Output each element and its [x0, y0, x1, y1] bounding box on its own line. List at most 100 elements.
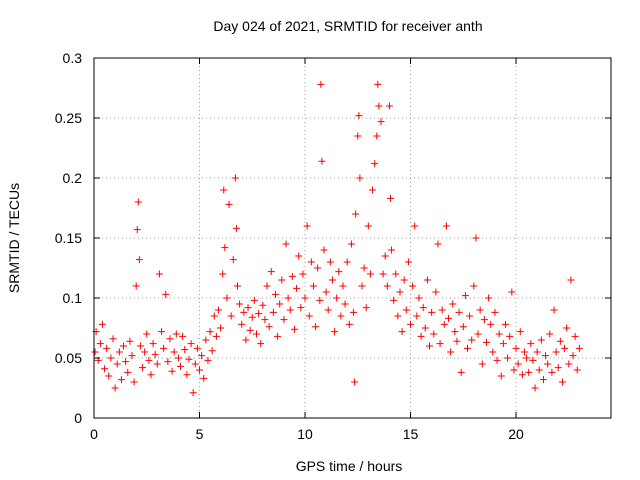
data-point: [318, 157, 326, 165]
data-point: [440, 320, 448, 328]
y-tick-label: 0.25: [55, 110, 82, 126]
data-point: [388, 246, 396, 254]
data-point: [419, 304, 427, 312]
data-point: [185, 355, 193, 363]
data-point: [352, 210, 360, 218]
data-point: [535, 366, 543, 374]
data-point: [309, 282, 317, 290]
data-point: [341, 300, 349, 308]
data-point: [316, 296, 324, 304]
data-point: [510, 366, 518, 374]
data-point: [411, 222, 419, 230]
data-point: [466, 312, 474, 320]
data-point: [177, 362, 185, 370]
data-point: [135, 256, 143, 264]
data-point: [147, 371, 155, 379]
data-point: [537, 336, 545, 344]
data-point: [544, 360, 552, 368]
data-point: [255, 310, 263, 318]
data-point: [358, 282, 366, 290]
data-point: [402, 306, 410, 314]
data-point: [198, 352, 206, 360]
data-point: [558, 378, 566, 386]
data-point: [491, 308, 499, 316]
data-point: [193, 344, 201, 352]
data-point: [187, 340, 195, 348]
data-point: [324, 306, 332, 314]
x-tick-label: 5: [196, 426, 204, 442]
data-point: [567, 276, 575, 284]
data-point: [109, 335, 117, 343]
data-point: [360, 264, 368, 272]
data-point: [248, 313, 256, 321]
y-tick-label: 0.15: [55, 230, 82, 246]
data-point: [575, 344, 583, 352]
data-point: [394, 312, 402, 320]
data-point: [337, 312, 345, 320]
data-point: [229, 256, 237, 264]
data-point: [96, 340, 104, 348]
data-point: [366, 270, 374, 278]
data-point: [172, 330, 180, 338]
data-point: [122, 358, 130, 366]
data-point: [556, 337, 564, 345]
data-point: [210, 312, 218, 320]
data-point: [550, 306, 558, 314]
data-point: [423, 276, 431, 284]
data-point: [274, 332, 282, 340]
y-axis-label: SRMTID / TECUs: [6, 183, 22, 293]
data-point: [130, 378, 138, 386]
data-point: [445, 314, 453, 322]
x-axis-label: GPS time / hours: [296, 458, 403, 474]
data-point: [225, 200, 233, 208]
data-point: [407, 320, 415, 328]
data-point: [331, 328, 339, 336]
data-point: [136, 342, 144, 350]
data-point: [434, 240, 442, 248]
data-point: [91, 348, 99, 356]
data-point: [472, 234, 480, 242]
data-point: [276, 300, 284, 308]
data-point: [417, 332, 425, 340]
data-point: [252, 330, 260, 338]
data-point: [314, 264, 322, 272]
data-point: [259, 301, 267, 309]
data-point: [504, 354, 512, 362]
data-point: [307, 258, 315, 266]
data-point: [101, 365, 109, 373]
data-point: [398, 328, 406, 336]
data-point: [554, 364, 562, 372]
data-point: [206, 328, 214, 336]
data-point: [196, 366, 204, 374]
data-point: [565, 360, 573, 368]
data-point: [282, 240, 290, 248]
data-point: [293, 284, 301, 292]
x-tick-label: 10: [297, 426, 313, 442]
data-point: [561, 344, 569, 352]
data-point: [181, 346, 189, 354]
data-point: [371, 160, 379, 168]
data-point: [223, 294, 231, 302]
data-point: [499, 340, 507, 348]
data-point: [390, 296, 398, 304]
data-point: [320, 246, 328, 254]
data-point: [339, 282, 347, 290]
data-point: [288, 272, 296, 280]
y-tick-label: 0.1: [63, 290, 83, 306]
x-tick-label: 15: [403, 426, 419, 442]
data-point: [459, 323, 467, 331]
data-point: [215, 306, 223, 314]
data-point: [426, 342, 434, 350]
data-point: [413, 312, 421, 320]
chart-title: Day 024 of 2021, SRMTID for receiver ant…: [213, 18, 482, 34]
data-point: [478, 360, 486, 368]
data-point: [217, 324, 225, 332]
data-point: [322, 288, 330, 296]
data-point: [132, 282, 140, 290]
data-point: [364, 222, 372, 230]
data-point: [174, 354, 182, 362]
data-point: [355, 112, 363, 120]
data-point: [533, 348, 541, 356]
